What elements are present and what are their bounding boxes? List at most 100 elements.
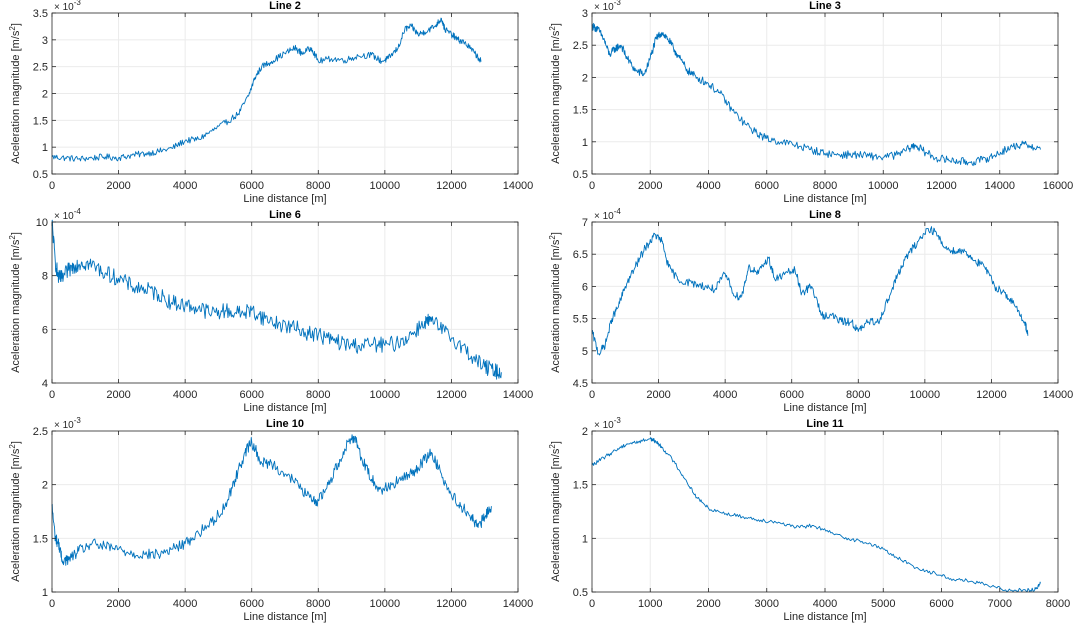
chart-panel: 0 2000 4000 6000 8000 10000 12000 14000 16000 0.5…: [548, 0, 1073, 205]
y-tick-label: 6.5: [573, 249, 588, 261]
x-tick-label: 6000: [755, 180, 779, 192]
y-tick-label: 0.5: [573, 587, 588, 599]
x-tick-label: 0: [49, 598, 55, 610]
y-tick-label: 3.5: [33, 8, 48, 20]
y-axis-label: Aceleration magnitude [m/s2]: [548, 441, 562, 582]
x-tick-label: 14000: [503, 598, 534, 610]
plot-area: [52, 222, 518, 383]
x-axis-label: Line distance [m]: [783, 193, 866, 205]
plot-area: [592, 222, 1058, 383]
x-tick-label: 6000: [779, 389, 803, 401]
y-tick-label: 3: [42, 35, 48, 47]
y-tick-label: 1.5: [573, 480, 588, 492]
y-axis-label-text: Aceleration magnitude [m/s: [10, 239, 22, 373]
y-axis-label-text: Aceleration magnitude [m/s: [10, 30, 22, 164]
x-tick-label: 14000: [503, 180, 534, 192]
exponent-base: × 10: [594, 420, 614, 431]
x-tick-label: 10000: [910, 389, 941, 401]
y-tick-label: 1: [42, 142, 48, 154]
y-tick-label: 7: [582, 217, 588, 229]
y-tick-label: 1.5: [573, 105, 588, 117]
chart-title: Line 6: [269, 209, 301, 221]
x-axis-label: Line distance [m]: [243, 402, 326, 414]
x-tick-label: 7000: [988, 598, 1012, 610]
x-tick-label: 2000: [696, 598, 720, 610]
y-tick-label: 2: [42, 89, 48, 101]
x-tick-label: 0: [589, 180, 595, 192]
y-tick-label: 2: [582, 72, 588, 84]
x-axis-label: Line distance [m]: [783, 402, 866, 414]
y-tick-label: 1: [42, 587, 48, 599]
y-tick-label: 2.5: [33, 62, 48, 74]
y-tick-label: 6: [42, 324, 48, 336]
chart-panel: 0 2000 4000 6000 8000 10000 12000 14000 4 6 8 10 Lin…: [8, 207, 533, 414]
axes-box: [591, 221, 1059, 384]
chart-title: Line 11: [806, 418, 843, 430]
x-axis-label: Line distance [m]: [243, 193, 326, 205]
chart-title: Line 2: [269, 0, 301, 12]
axis-exponent-multiplier: × 10-3: [594, 416, 621, 431]
exponent-power: -3: [74, 416, 82, 425]
x-axis-label: Line distance [m]: [783, 611, 866, 623]
y-axis-label-exponent: 2: [8, 26, 17, 31]
axes-box: [51, 221, 519, 384]
y-axis-label-close: ]: [10, 232, 22, 235]
exponent-base: × 10: [54, 211, 74, 222]
x-tick-label: 4000: [173, 598, 197, 610]
y-axis-label-close: ]: [550, 441, 562, 444]
x-tick-label: 2000: [106, 389, 130, 401]
x-tick-label: 8000: [306, 389, 330, 401]
axis-exponent-multiplier: × 10-4: [54, 207, 81, 222]
data-series-line: [591, 226, 1029, 356]
exponent-power: -3: [74, 0, 82, 7]
x-tick-label: 1000: [638, 598, 662, 610]
y-tick-label: 5: [582, 346, 588, 358]
x-tick-label: 6000: [239, 598, 263, 610]
x-tick-label: 14000: [1043, 389, 1074, 401]
y-tick-label: 1: [582, 533, 588, 545]
x-tick-label: 8000: [306, 598, 330, 610]
y-axis-label-text: Aceleration magnitude [m/s: [550, 30, 562, 164]
x-tick-label: 8000: [813, 180, 837, 192]
y-axis-label: Aceleration magnitude [m/s2]: [8, 23, 22, 164]
y-tick-label: 1.5: [33, 533, 48, 545]
y-axis-label: Aceleration magnitude [m/s2]: [548, 232, 562, 373]
x-tick-label: 5000: [871, 598, 895, 610]
y-axis-label-close: ]: [550, 23, 562, 26]
x-tick-label: 10000: [370, 389, 401, 401]
y-axis-label: Aceleration magnitude [m/s2]: [548, 23, 562, 164]
plot-area: [52, 431, 518, 592]
x-tick-label: 12000: [436, 389, 467, 401]
axis-exponent-multiplier: × 10-3: [54, 0, 81, 13]
x-tick-label: 0: [589, 598, 595, 610]
x-tick-label: 4000: [713, 389, 737, 401]
y-axis-label-text: Aceleration magnitude [m/s: [550, 239, 562, 373]
y-tick-label: 10: [36, 217, 48, 229]
x-tick-label: 12000: [976, 389, 1007, 401]
y-axis-label: Aceleration magnitude [m/s2]: [8, 232, 22, 373]
y-axis-label-text: Aceleration magnitude [m/s: [10, 448, 22, 582]
x-tick-label: 8000: [1046, 598, 1070, 610]
x-tick-label: 4000: [173, 389, 197, 401]
x-tick-label: 2000: [638, 180, 662, 192]
exponent-base: × 10: [594, 2, 614, 13]
x-tick-label: 12000: [436, 598, 467, 610]
exponent-power: -3: [614, 0, 622, 7]
data-series-line: [591, 437, 1041, 593]
y-tick-label: 5.5: [573, 314, 588, 326]
data-series-line: [591, 22, 1041, 167]
y-tick-label: 6: [582, 281, 588, 293]
exponent-base: × 10: [54, 420, 74, 431]
y-tick-label: 4.5: [573, 378, 588, 390]
exponent-power: -3: [614, 416, 622, 425]
chart-panel: 0 2000 4000 6000 8000 10000 12000 14000 0.5 1 1.5 2…: [8, 0, 533, 205]
y-tick-label: 3: [582, 8, 588, 20]
x-tick-label: 0: [49, 389, 55, 401]
x-tick-label: 16000: [1043, 180, 1074, 192]
x-tick-label: 4000: [696, 180, 720, 192]
x-tick-label: 8000: [846, 389, 870, 401]
x-tick-label: 0: [49, 180, 55, 192]
x-tick-label: 2000: [646, 389, 670, 401]
x-tick-label: 6000: [239, 180, 263, 192]
